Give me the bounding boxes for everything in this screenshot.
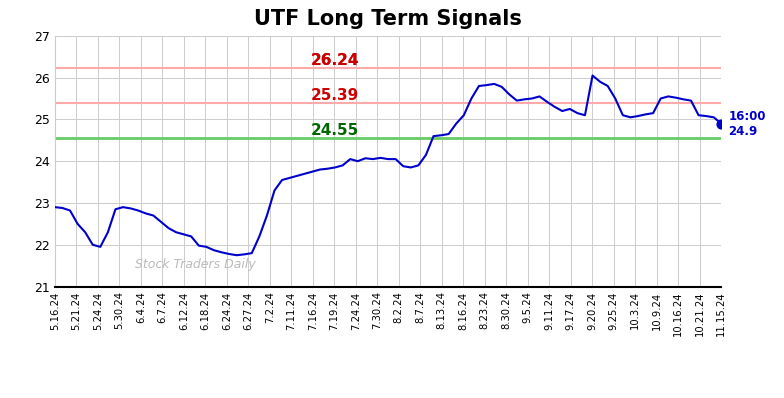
Text: 24.55: 24.55 xyxy=(310,123,359,138)
Text: 26.24: 26.24 xyxy=(310,53,359,68)
Point xyxy=(715,121,728,127)
Text: 16:00
24.9: 16:00 24.9 xyxy=(728,109,766,138)
Text: Stock Traders Daily: Stock Traders Daily xyxy=(135,258,256,271)
Text: 26.24: 26.24 xyxy=(310,53,359,68)
Text: 25.39: 25.39 xyxy=(310,88,359,103)
Title: UTF Long Term Signals: UTF Long Term Signals xyxy=(254,9,522,29)
